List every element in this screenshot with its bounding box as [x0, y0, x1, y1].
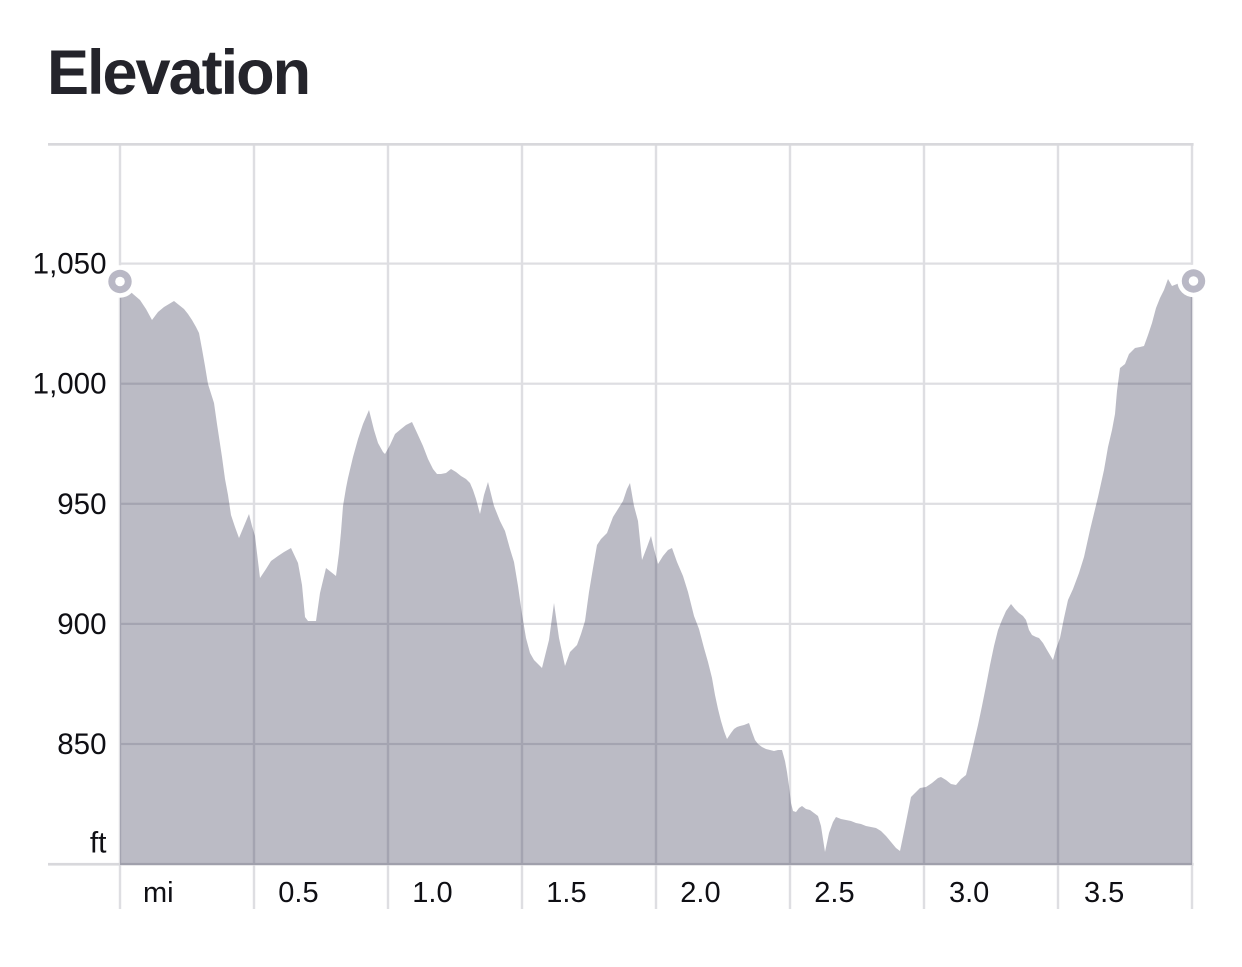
svg-text:1.0: 1.0 [412, 877, 452, 909]
svg-text:1.5: 1.5 [546, 877, 586, 909]
svg-text:950: 950 [57, 488, 106, 521]
svg-text:1,000: 1,000 [33, 368, 107, 401]
svg-text:3.5: 3.5 [1084, 877, 1124, 909]
svg-text:2.0: 2.0 [680, 877, 720, 909]
svg-text:1,050: 1,050 [33, 248, 107, 281]
svg-text:ft: ft [90, 827, 107, 860]
svg-text:0.5: 0.5 [278, 877, 318, 909]
svg-text:2.5: 2.5 [814, 877, 854, 909]
svg-text:3.0: 3.0 [949, 877, 989, 909]
svg-text:mi: mi [143, 877, 174, 909]
svg-text:850: 850 [57, 728, 106, 761]
svg-text:900: 900 [57, 608, 106, 641]
